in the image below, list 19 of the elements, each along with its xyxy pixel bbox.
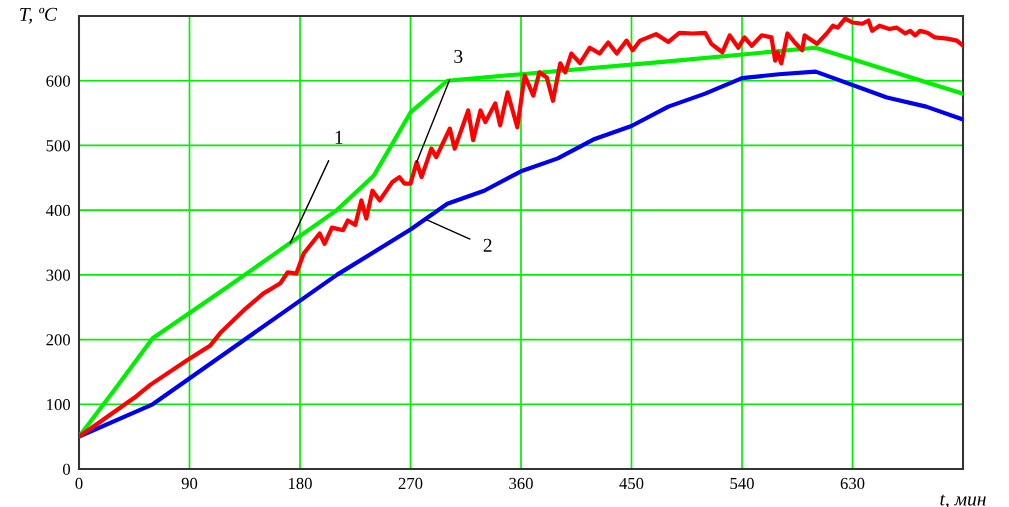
y-tick-label: 200 <box>46 334 71 346</box>
y-tick-label: 100 <box>47 398 71 411</box>
annotation: 2 <box>483 238 492 252</box>
annotation: 1 <box>335 130 343 144</box>
x-tick-label: 360 <box>509 477 533 490</box>
x-tick-label: 90 <box>181 477 198 490</box>
y-tick-label: 600 <box>46 75 71 87</box>
annotation: 3 <box>454 49 463 63</box>
x-tick-label: 270 <box>398 477 423 490</box>
y-tick-label: 300 <box>46 269 71 281</box>
y-tick-label: 500 <box>46 140 71 152</box>
x-tick-label: 540 <box>730 477 754 490</box>
x-tick-label: 450 <box>619 477 644 490</box>
y-tick-label: 0 <box>62 463 71 475</box>
x-tick-label: 630 <box>840 477 865 490</box>
y-tick-label: 400 <box>45 204 71 217</box>
x-tick-label: 0 <box>75 477 83 490</box>
y-axis-title: T, ºC <box>20 7 58 24</box>
x-tick-label: 180 <box>288 477 312 490</box>
